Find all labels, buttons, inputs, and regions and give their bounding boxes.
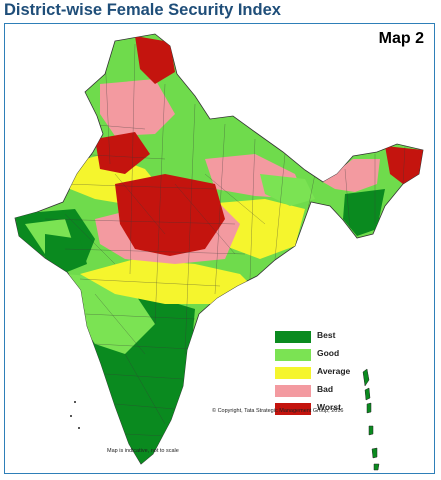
region-northeast-good (343, 189, 385, 236)
region-central-worst (115, 174, 225, 256)
legend-label-bad: Bad (317, 384, 334, 394)
map-label: Map 2 (378, 30, 424, 47)
legend-item-average: Average (275, 364, 375, 381)
legend: Best Good Average Bad Worst (275, 328, 375, 418)
legend-label-best: Best (317, 330, 336, 340)
region-kashmir-worst (135, 36, 175, 84)
india-map (14, 33, 424, 471)
legend-item-bad: Bad (275, 382, 375, 399)
legend-item-worst: Worst (275, 400, 375, 417)
region-north-bad (100, 79, 175, 136)
district-boundaries (44, 43, 406, 437)
legend-label-good: Good (317, 348, 340, 358)
legend-label-worst: Worst (317, 402, 341, 412)
legend-label-average: Average (317, 366, 351, 376)
legend-item-good: Good (275, 346, 375, 363)
legend-swatch-worst (275, 403, 311, 415)
legend-swatch-best (275, 331, 311, 343)
legend-swatch-average (275, 367, 311, 379)
region-central-average (80, 259, 255, 304)
legend-item-best: Best (275, 328, 375, 345)
page-title: District-wise Female Security Index (4, 1, 281, 19)
region-northeast-bad (323, 159, 380, 192)
legend-swatch-bad (275, 385, 311, 397)
andaman-islands (362, 368, 380, 471)
scale-disclaimer: Map is indicative, not to scale (107, 448, 179, 454)
region-northwest-worst (95, 132, 150, 174)
region-bihar-mix (260, 174, 315, 206)
copyright-note: © Copyright, Tata Strategic Management G… (212, 408, 344, 414)
map-frame: Map 2 Best Good Average Bad Worst © Copy… (4, 23, 435, 474)
legend-swatch-good (275, 349, 311, 361)
region-gujarat-best (45, 234, 87, 272)
lakshadweep-islands (70, 401, 80, 429)
